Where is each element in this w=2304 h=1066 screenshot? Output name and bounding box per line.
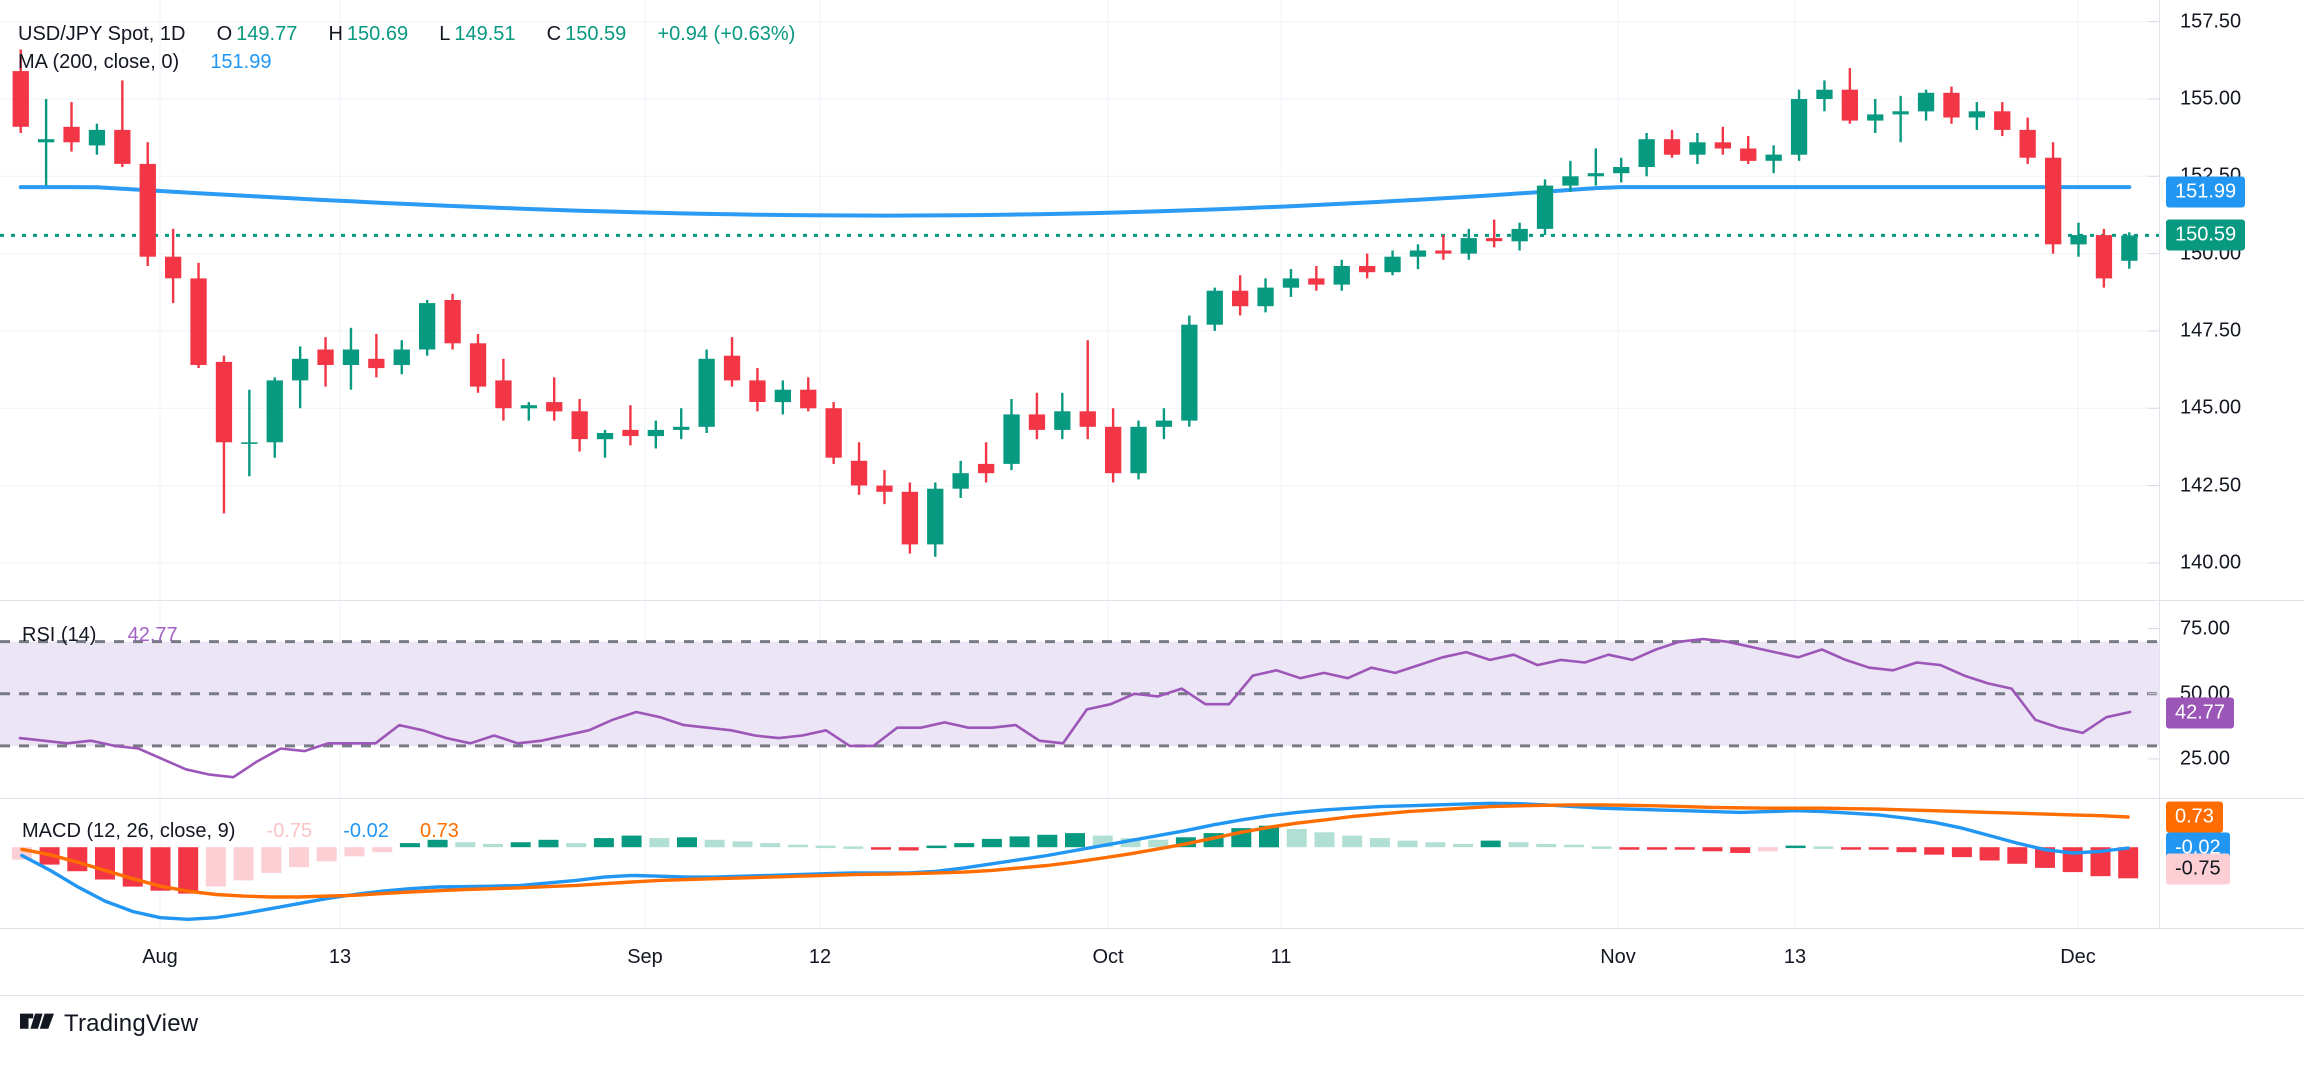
price-axis[interactable]: 157.50155.00152.50150.00147.50145.00142.… <box>2160 0 2304 600</box>
time-tick-13: 13 <box>1783 946 1807 968</box>
close-label: C <box>546 23 562 45</box>
rsi-plot-area[interactable] <box>0 600 2160 798</box>
price-tick-142.50: 142.50 <box>2180 474 2242 497</box>
price-change: +0.94 (+0.63%) <box>657 23 796 45</box>
ma-label[interactable]: MA (200, close, 0) <box>18 51 180 73</box>
time-tick-Aug: Aug <box>142 946 178 968</box>
ma-legend[interactable]: MA (200, close, 0) 151.99 <box>18 49 275 75</box>
time-tick-11: 11 <box>1270 946 1292 968</box>
price-tick-140.00: 140.00 <box>2180 551 2242 574</box>
tradingview-logo-icon <box>20 1013 54 1035</box>
time-axis-bottom-divider <box>0 995 2304 996</box>
rsi-axis[interactable]: 75.00 50.00 25.00 42.77 <box>2160 600 2304 798</box>
macd-histogram-badge[interactable]: -0.75 <box>2166 853 2230 885</box>
tradingview-brand-name: TradingView <box>64 1010 199 1037</box>
low-label: L <box>439 23 451 45</box>
rsi-pane[interactable]: 75.00 50.00 25.00 42.77 <box>0 600 2304 798</box>
time-axis[interactable]: Aug 13 Sep 12 Oct 11 Nov 13 Dec <box>0 928 2304 996</box>
rsi-tick-25.00: 25.00 <box>2180 747 2231 770</box>
macd-plot-area[interactable] <box>0 798 2160 928</box>
macd-line-value: -0.02 <box>343 820 389 842</box>
macd-legend[interactable]: MACD (12, 26, close, 9) -0.75 -0.02 0.73 <box>22 818 463 844</box>
open-value: 149.77 <box>236 23 298 45</box>
symbol-title[interactable]: USD/JPY Spot, 1D <box>18 23 186 45</box>
close-value: 150.59 <box>565 23 627 45</box>
low-value: 149.51 <box>454 23 516 45</box>
time-tick-Oct: Oct <box>1092 946 1124 968</box>
time-tick-12: 12 <box>808 946 832 968</box>
rsi-value: 42.77 <box>127 624 178 646</box>
high-label: H <box>328 23 343 45</box>
rsi-legend[interactable]: RSI (14) 42.77 <box>22 622 182 648</box>
ma-value: 151.99 <box>210 51 272 73</box>
rsi-tick-75.00: 75.00 <box>2180 617 2231 640</box>
time-tick-Dec: Dec <box>2060 946 2096 968</box>
price-tick-155.00: 155.00 <box>2180 87 2242 110</box>
time-tick-Sep: Sep <box>627 946 663 968</box>
rsi-label[interactable]: RSI (14) <box>22 624 97 646</box>
time-axis-divider <box>0 928 2304 929</box>
pane-separator-rsi[interactable] <box>0 600 2304 601</box>
axis-divider <box>2159 0 2160 928</box>
rsi-value-badge[interactable]: 42.77 <box>2166 697 2235 729</box>
macd-label[interactable]: MACD (12, 26, close, 9) <box>22 820 236 842</box>
footer-bar: TradingView <box>0 996 2304 1066</box>
price-tick-147.50: 147.50 <box>2180 319 2242 342</box>
price-tick-157.50: 157.50 <box>2180 10 2242 33</box>
price-tick-145.00: 145.00 <box>2180 396 2242 419</box>
symbol-ohlc-legend[interactable]: USD/JPY Spot, 1D O 149.77 H 150.69 L 149.51… <box>18 21 799 47</box>
macd-axis[interactable]: 0.73 -0.02 -0.75 <box>2160 798 2304 928</box>
macd-histogram-value: -0.75 <box>266 820 313 842</box>
open-label: O <box>216 23 233 45</box>
macd-signal-value: 0.73 <box>419 820 459 842</box>
price-plot-area[interactable] <box>0 0 2160 600</box>
ma-price-badge[interactable]: 151.99 <box>2166 176 2246 208</box>
macd-signal-badge[interactable]: 0.73 <box>2166 801 2223 833</box>
tradingview-branding[interactable]: TradingView <box>20 1010 198 1038</box>
high-value: 150.69 <box>346 23 409 45</box>
price-pane[interactable]: 157.50155.00152.50150.00147.50145.00142.… <box>0 0 2304 600</box>
last-price-badge[interactable]: 150.59 <box>2166 219 2246 251</box>
macd-pane[interactable]: 0.73 -0.02 -0.75 <box>0 798 2304 928</box>
time-tick-13: 13 <box>328 946 352 968</box>
time-tick-Nov: Nov <box>1600 946 1636 968</box>
pane-separator-macd[interactable] <box>0 798 2304 799</box>
